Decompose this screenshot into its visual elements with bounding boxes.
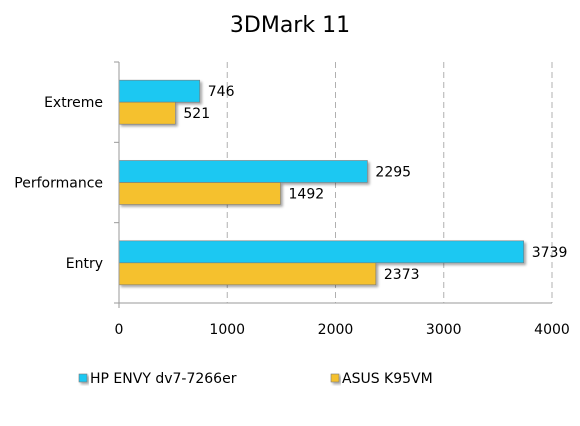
x-tick-label: 3000 xyxy=(426,322,462,338)
x-tick-label: 2000 xyxy=(318,322,354,338)
bar xyxy=(118,240,525,264)
bar xyxy=(118,182,281,205)
x-tick-label: 4000 xyxy=(534,322,570,338)
legend-swatch xyxy=(330,373,340,383)
category-label: Extreme xyxy=(44,95,103,111)
legend-swatch xyxy=(78,373,88,383)
value-label: 2373 xyxy=(384,267,420,283)
bars: 746 521 2295 1492 3739 2373 xyxy=(118,79,568,286)
category-label: Performance xyxy=(14,176,103,192)
value-label: 1492 xyxy=(289,187,325,203)
value-label: 3739 xyxy=(532,245,568,261)
category-label: Entry xyxy=(66,256,103,272)
bar xyxy=(118,101,176,125)
chart-title: 3DMark 11 xyxy=(230,13,350,38)
x-tick-label: 0 xyxy=(115,322,124,338)
bar xyxy=(118,79,201,103)
x-tick-label: 1000 xyxy=(209,322,245,338)
legend-label: ASUS K95VM xyxy=(342,371,433,387)
bar xyxy=(118,160,368,183)
legend-label: HP ENVY dv7-7266er xyxy=(90,371,237,387)
legend: HP ENVY dv7-7266er ASUS K95VM xyxy=(78,371,433,387)
value-label: 2295 xyxy=(375,165,411,181)
bar xyxy=(118,262,377,286)
value-label: 521 xyxy=(183,106,210,122)
value-label: 746 xyxy=(208,84,235,100)
axes: 0 1000 2000 3000 4000 Extreme Performance Entry xyxy=(14,61,570,338)
